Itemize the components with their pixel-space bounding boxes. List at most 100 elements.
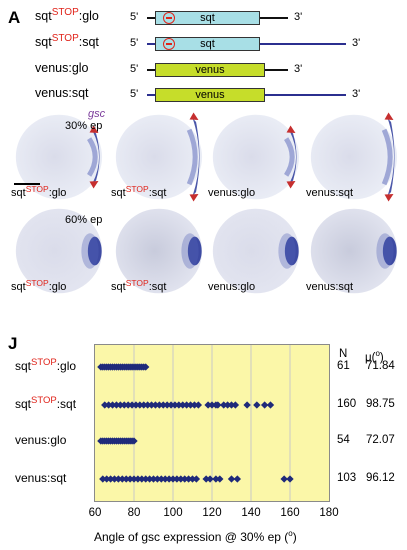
data-point bbox=[130, 475, 138, 483]
data-point bbox=[202, 475, 210, 483]
construct-name: venus:sqt bbox=[35, 86, 89, 100]
data-point bbox=[212, 475, 220, 483]
data-point bbox=[142, 475, 150, 483]
coding-region-box: sqt bbox=[155, 37, 260, 51]
series-label: sqtSTOP:glo bbox=[15, 357, 77, 373]
data-point bbox=[175, 401, 183, 409]
embryo-image bbox=[8, 112, 106, 202]
data-point bbox=[167, 401, 175, 409]
data-point bbox=[140, 401, 148, 409]
data-point bbox=[163, 401, 171, 409]
data-point bbox=[266, 401, 275, 409]
embryo-label: venus:glo bbox=[208, 187, 256, 199]
scatter-plot-svg bbox=[95, 345, 329, 501]
embryo-label: sqtSTOP:sqt bbox=[111, 278, 167, 293]
probe-label: gsc bbox=[88, 108, 106, 120]
data-point bbox=[122, 475, 130, 483]
three-prime-label: 3' bbox=[294, 11, 303, 23]
data-point bbox=[138, 475, 146, 483]
data-point bbox=[280, 475, 288, 483]
data-point bbox=[155, 401, 164, 409]
embryo-image bbox=[205, 206, 303, 296]
data-point bbox=[114, 475, 123, 483]
data-point bbox=[192, 475, 201, 483]
data-point bbox=[204, 401, 212, 409]
data-point bbox=[286, 475, 294, 483]
construct-name: venus:glo bbox=[35, 61, 89, 75]
data-point bbox=[143, 401, 152, 409]
data-point bbox=[233, 475, 242, 483]
scale-bar bbox=[14, 183, 40, 185]
five-prime-label: 5' bbox=[130, 11, 139, 23]
data-point bbox=[243, 401, 251, 409]
embryo-label: sqtSTOP:glo bbox=[11, 184, 67, 199]
data-point bbox=[118, 475, 126, 483]
data-point bbox=[108, 401, 117, 409]
stop-codon-icon bbox=[163, 12, 175, 24]
data-point bbox=[186, 401, 195, 409]
coding-region-box: venus bbox=[155, 88, 265, 102]
embryo-label: sqtSTOP:sqt bbox=[111, 184, 167, 199]
panel-letter-a: A bbox=[8, 8, 21, 27]
data-point bbox=[149, 475, 158, 483]
series-n-value: 54 bbox=[337, 434, 350, 446]
embryo-label: venus:glo bbox=[208, 281, 256, 293]
data-point bbox=[112, 401, 121, 409]
data-point bbox=[260, 401, 269, 409]
construct-name: sqtSTOP:sqt bbox=[35, 33, 99, 49]
data-point bbox=[134, 475, 142, 483]
five-prime-label: 5' bbox=[130, 37, 139, 49]
x-tick-label: 100 bbox=[163, 507, 183, 519]
data-point bbox=[184, 475, 193, 483]
stage-label: 30% ep bbox=[65, 120, 103, 132]
data-point bbox=[130, 437, 138, 445]
data-point bbox=[190, 401, 199, 409]
series-n-value: 103 bbox=[337, 472, 357, 484]
x-tick-label: 60 bbox=[88, 507, 102, 519]
coding-region-box: sqt bbox=[155, 11, 260, 25]
series-mean-value: 98.75 bbox=[366, 398, 395, 410]
data-point bbox=[157, 475, 165, 483]
five-prime-label: 5' bbox=[130, 63, 139, 75]
x-axis-label: Angle of gsc expression @ 30% ep (o) bbox=[94, 529, 297, 544]
data-point bbox=[103, 475, 111, 483]
data-point bbox=[188, 475, 197, 483]
data-point bbox=[124, 401, 132, 409]
data-point bbox=[194, 401, 203, 409]
three-prime-label: 3' bbox=[352, 37, 361, 49]
scatter-plot-area bbox=[94, 344, 330, 502]
data-point bbox=[136, 401, 144, 409]
data-point bbox=[104, 401, 113, 409]
stage-label: 60% ep bbox=[65, 214, 103, 226]
three-prime-label: 3' bbox=[352, 88, 361, 100]
series-mean-value: 96.12 bbox=[366, 472, 395, 484]
embryo-image bbox=[8, 206, 106, 296]
data-point bbox=[128, 401, 136, 409]
embryo-image bbox=[303, 112, 401, 202]
data-point bbox=[165, 475, 173, 483]
data-point bbox=[101, 401, 109, 409]
data-point bbox=[120, 401, 128, 409]
data-point bbox=[227, 475, 236, 483]
embryo-image bbox=[108, 206, 206, 296]
data-point bbox=[99, 475, 107, 483]
data-point bbox=[253, 401, 261, 409]
stop-codon-icon bbox=[163, 38, 175, 50]
x-tick-label: 180 bbox=[319, 507, 339, 519]
data-point bbox=[220, 401, 228, 409]
data-point bbox=[132, 401, 140, 409]
series-n-value: 61 bbox=[337, 360, 350, 372]
data-point bbox=[182, 401, 191, 409]
embryo-label: sqtSTOP:glo bbox=[11, 278, 67, 293]
embryo-label: venus:sqt bbox=[306, 281, 354, 293]
data-point bbox=[126, 475, 134, 483]
series-n-value: 160 bbox=[337, 398, 357, 410]
data-point bbox=[171, 401, 179, 409]
data-point bbox=[214, 401, 222, 409]
series-label: venus:glo bbox=[15, 433, 67, 447]
data-point bbox=[110, 475, 119, 483]
data-point bbox=[208, 401, 216, 409]
data-point bbox=[161, 475, 169, 483]
data-point bbox=[181, 475, 189, 483]
series-label: venus:sqt bbox=[15, 471, 67, 485]
